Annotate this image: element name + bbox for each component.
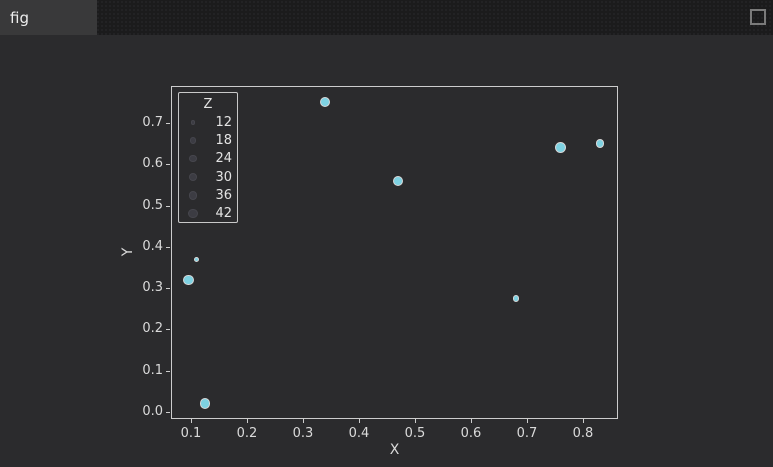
legend-entry-label: 30 [215, 169, 232, 185]
legend-marker-cell [179, 137, 207, 144]
x-tick-label: 0.8 [572, 426, 594, 441]
x-tick [302, 419, 304, 423]
y-tick [166, 288, 170, 290]
x-tick [358, 419, 360, 423]
tab-bar: fig [0, 0, 773, 35]
legend-entry: 42 [179, 204, 237, 222]
y-tick-label: 0.7 [142, 114, 163, 130]
y-tick-label: 0.2 [142, 321, 163, 337]
scatter-point [320, 97, 331, 108]
y-tick-label: 0.1 [142, 362, 163, 378]
x-tick-label: 0.5 [404, 426, 426, 441]
legend-entry: 18 [179, 131, 237, 149]
y-tick-label: 0.6 [142, 156, 163, 172]
x-tick-label: 0.3 [292, 426, 314, 441]
y-tick-label: 0.0 [142, 403, 163, 419]
legend-marker-cell [179, 155, 207, 163]
y-tick-label: 0.4 [142, 238, 163, 254]
y-tick [166, 122, 170, 124]
scatter-point [199, 398, 211, 410]
legend-entry: 36 [179, 186, 237, 204]
legend-entry-label: 24 [215, 151, 232, 167]
x-tick [470, 419, 472, 423]
legend-entry-label: 36 [215, 187, 232, 203]
x-tick [582, 419, 584, 423]
scatter-point [182, 274, 194, 286]
scatter-point [393, 175, 404, 186]
x-tick-label: 0.7 [516, 426, 538, 441]
y-axis-label: Y [120, 247, 136, 257]
x-tick-label: 0.2 [236, 426, 258, 441]
legend-marker-cell [179, 173, 207, 181]
x-tick [190, 419, 192, 423]
legend-marker-cell [179, 208, 207, 219]
scatter-point [595, 139, 604, 148]
legend-marker-icon [189, 137, 197, 144]
y-tick [166, 164, 170, 166]
legend-entry-label: 18 [215, 132, 232, 148]
legend-entry-label: 42 [215, 206, 232, 222]
legend-entry: 30 [179, 168, 237, 186]
legend-marker-cell [179, 191, 207, 200]
legend-entry-label: 12 [215, 114, 232, 130]
legend: Z 12 18 24 30 36 42 [178, 92, 238, 223]
y-tick [166, 329, 170, 331]
tab-fig[interactable]: fig [0, 0, 97, 35]
legend-marker-icon [188, 191, 198, 200]
x-tick-label: 0.6 [460, 426, 482, 441]
legend-entry: 24 [179, 150, 237, 168]
x-tick [414, 419, 416, 423]
tab-fig-label: fig [10, 8, 29, 27]
plot-area [171, 86, 618, 419]
legend-marker-icon [189, 155, 197, 163]
x-tick-label: 0.1 [180, 426, 202, 441]
legend-entries: 12 18 24 30 36 42 [179, 113, 237, 223]
legend-marker-icon [190, 119, 196, 125]
legend-marker-icon [188, 208, 198, 219]
legend-marker-icon [189, 173, 197, 181]
maximize-icon[interactable] [750, 9, 766, 25]
y-tick-label: 0.3 [142, 280, 163, 296]
legend-title: Z [203, 97, 213, 112]
legend-marker-cell [179, 119, 207, 125]
scatter-point [555, 142, 567, 154]
scatter-point [194, 256, 200, 262]
x-tick-label: 0.4 [348, 426, 370, 441]
y-tick [166, 411, 170, 413]
x-tick [246, 419, 248, 423]
y-tick-label: 0.5 [142, 197, 163, 213]
y-tick [166, 370, 170, 372]
x-axis-label: X [389, 442, 400, 458]
scatter-point [512, 295, 519, 302]
y-tick [166, 205, 170, 207]
legend-entry: 12 [179, 113, 237, 131]
x-tick [526, 419, 528, 423]
y-tick [166, 246, 170, 248]
